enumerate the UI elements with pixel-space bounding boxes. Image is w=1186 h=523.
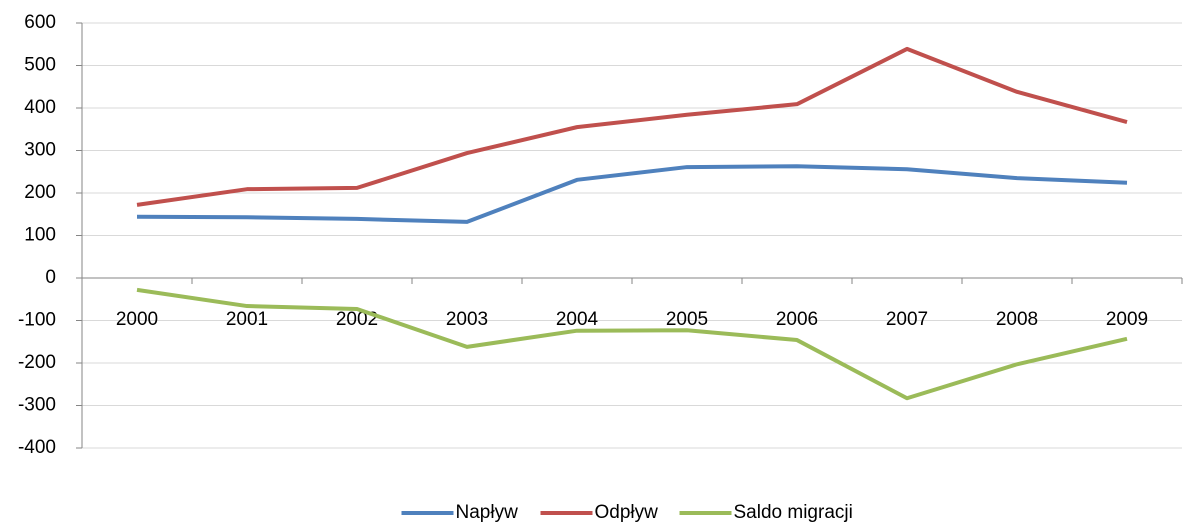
x-tick-label: 2008 [996,309,1038,330]
series-line [136,287,1128,401]
series-line [136,46,1128,207]
x-tick-label: 2004 [556,309,599,330]
y-tick-label: 600 [24,12,56,33]
x-tick-label: 2006 [776,309,818,330]
x-tick-label: 2005 [666,309,708,330]
x-tick-label: 2003 [446,309,488,330]
y-tick-label: 500 [24,55,56,76]
y-tick-label: 300 [24,140,56,161]
y-tick-label: 200 [24,182,56,203]
y-tick-label: 100 [24,225,56,246]
y-tick-label: 0 [45,267,56,288]
legend-label: Saldo migracji [734,502,853,523]
x-tick-label: 2007 [886,309,928,330]
y-tick-label: -400 [18,437,56,458]
legend-label: Odpływ [595,502,659,523]
legend-label: Napływ [456,502,519,523]
x-tick-label: 2009 [1106,309,1148,330]
x-tick-label: 2001 [226,309,268,330]
y-tick-label: -100 [18,310,56,331]
x-tick-label: 2000 [116,309,158,330]
y-tick-label: 400 [24,97,56,118]
y-tick-label: -200 [18,352,56,373]
y-tick-label: -300 [18,395,56,416]
series-line [136,164,1128,224]
